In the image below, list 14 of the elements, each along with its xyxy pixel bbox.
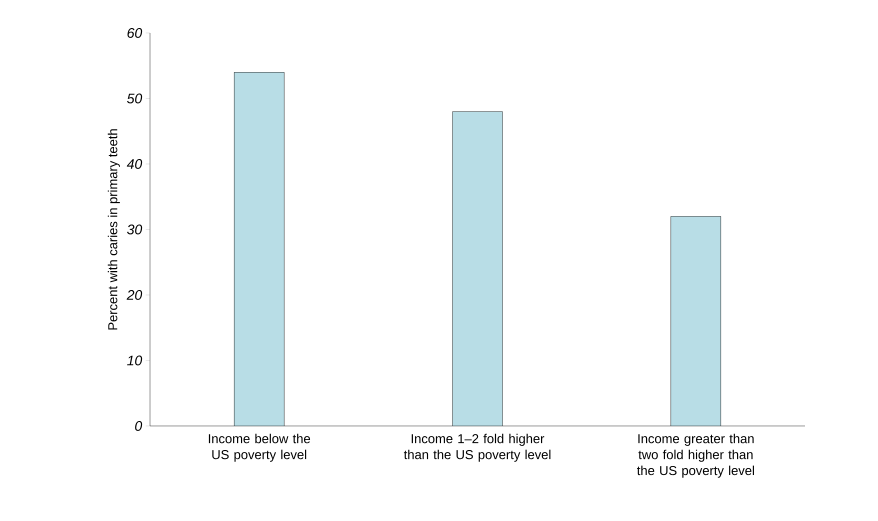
- y-tick-label: 40: [126, 159, 142, 169]
- y-tick-label: 60: [128, 28, 142, 38]
- bar: [452, 112, 503, 426]
- bar: [670, 216, 722, 426]
- x-tick-label: Income greater than two fold higher than the US poverty level: [637, 434, 754, 478]
- x-tick-label: Income 1–2 fold higher than the US poverty level: [404, 434, 550, 462]
- y-tick-label: 10: [127, 356, 142, 366]
- y-axis-title: Percent with caries in primary teeth: [108, 129, 120, 330]
- y-tick-label: 50: [127, 94, 142, 104]
- y-tick-label: 30: [127, 224, 142, 234]
- bar: [234, 72, 284, 426]
- y-tick-label: 20: [126, 290, 142, 300]
- y-tick-label: 0: [135, 421, 142, 431]
- x-tick-label: Income below the US poverty level: [208, 434, 310, 462]
